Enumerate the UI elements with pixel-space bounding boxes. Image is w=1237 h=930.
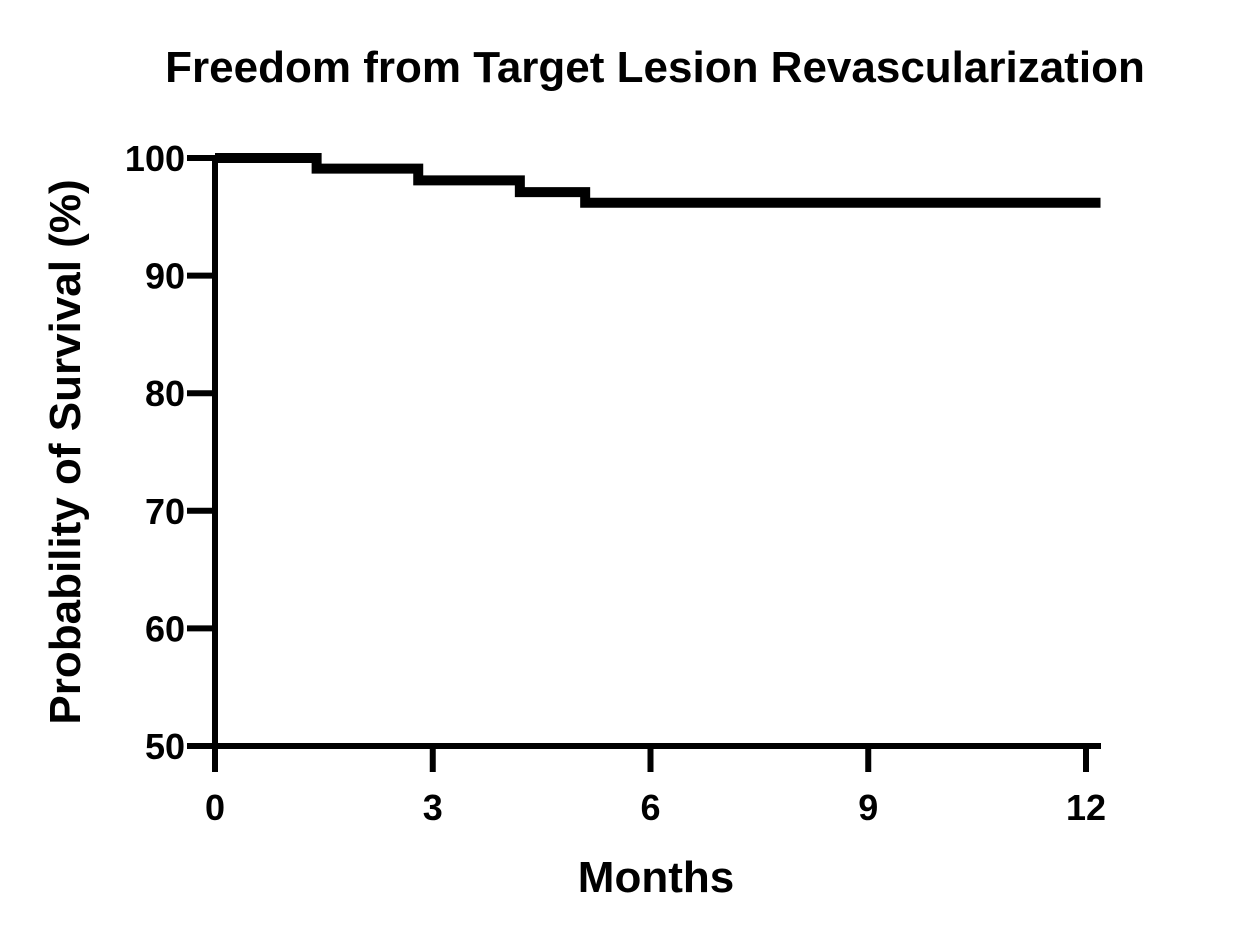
plot-area: 50 60 70 80 90 100 0 3 6 9 12 — [125, 138, 1106, 828]
y-tick-label: 70 — [145, 491, 185, 532]
chart-title: Freedom from Target Lesion Revasculariza… — [165, 43, 1145, 92]
x-tick-label: 9 — [858, 787, 878, 828]
y-tick-label: 50 — [145, 726, 185, 767]
x-axis-label: Months — [578, 853, 734, 902]
x-tick-label: 6 — [640, 787, 660, 828]
y-tick-label: 90 — [145, 256, 185, 297]
y-ticks: 50 60 70 80 90 100 — [125, 138, 215, 767]
series-layer — [215, 153, 1101, 208]
survival-step-line — [215, 153, 1101, 208]
y-tick-label: 80 — [145, 373, 185, 414]
x-tick-label: 0 — [205, 787, 225, 828]
y-axis-label: Probability of Survival (%) — [41, 179, 90, 724]
y-tick-label: 100 — [125, 138, 185, 179]
y-tick-label: 60 — [145, 608, 185, 649]
x-tick-label: 3 — [423, 787, 443, 828]
x-ticks: 0 3 6 9 12 — [205, 746, 1106, 828]
x-tick-label: 12 — [1066, 787, 1106, 828]
